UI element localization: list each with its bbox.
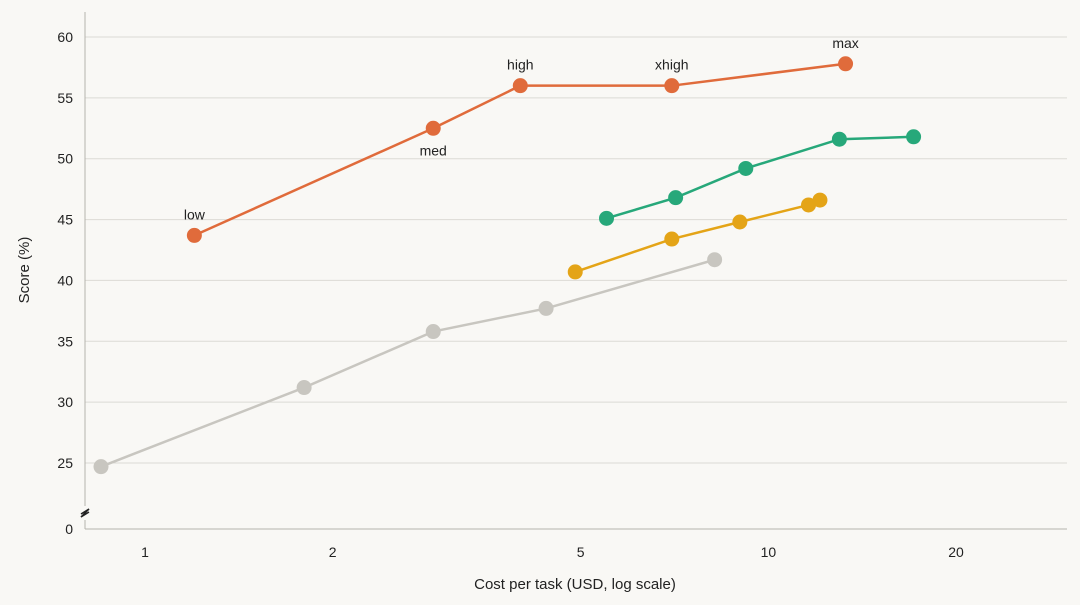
y-tick-label: 35 <box>57 333 73 349</box>
data-point <box>538 300 554 316</box>
point-labels: low med high xhigh max <box>184 35 859 223</box>
data-point <box>93 459 109 475</box>
data-label: max <box>832 35 858 51</box>
y-tick-label: 30 <box>57 394 73 410</box>
y-axis-title: Score (%) <box>16 237 33 304</box>
series-line <box>606 135 914 220</box>
data-point <box>812 192 828 208</box>
data-label: xhigh <box>655 57 688 73</box>
x-tick-label: 1 <box>141 544 149 560</box>
data-point <box>425 324 441 340</box>
data-point <box>906 129 922 145</box>
data-point <box>512 78 528 94</box>
data-point <box>801 197 817 213</box>
series-line <box>100 258 715 468</box>
data-point <box>296 380 312 396</box>
data-point <box>838 56 854 72</box>
data-label: high <box>507 57 533 73</box>
series-line <box>574 198 821 274</box>
data-point <box>664 78 680 94</box>
series-group <box>93 56 922 475</box>
data-label: low <box>184 206 206 222</box>
data-point <box>599 210 615 226</box>
data-point <box>732 214 748 230</box>
data-point <box>664 231 680 247</box>
x-tick-label: 10 <box>761 544 777 560</box>
data-point <box>707 252 723 268</box>
data-point <box>567 264 583 280</box>
x-tick-label: 20 <box>948 544 964 560</box>
y-tick-label: 60 <box>57 29 73 45</box>
x-tick-label: 5 <box>577 544 585 560</box>
y-tick-label: 50 <box>57 151 73 167</box>
data-point <box>831 131 847 147</box>
data-label: med <box>420 142 447 158</box>
grid-lines <box>85 36 1067 464</box>
y-tick-label: 25 <box>57 455 73 471</box>
axis-break-icon <box>80 508 90 518</box>
data-point <box>738 160 754 176</box>
data-point <box>186 227 202 243</box>
y-tick-label: 40 <box>57 272 73 288</box>
y-tick-label: 55 <box>57 90 73 106</box>
y-tick-label: 45 <box>57 212 73 228</box>
data-point <box>425 120 441 136</box>
x-axis-title: Cost per task (USD, log scale) <box>474 576 676 593</box>
y-tick-label-zero: 0 <box>65 521 73 537</box>
x-tick-label: 2 <box>329 544 337 560</box>
data-point <box>668 190 684 206</box>
